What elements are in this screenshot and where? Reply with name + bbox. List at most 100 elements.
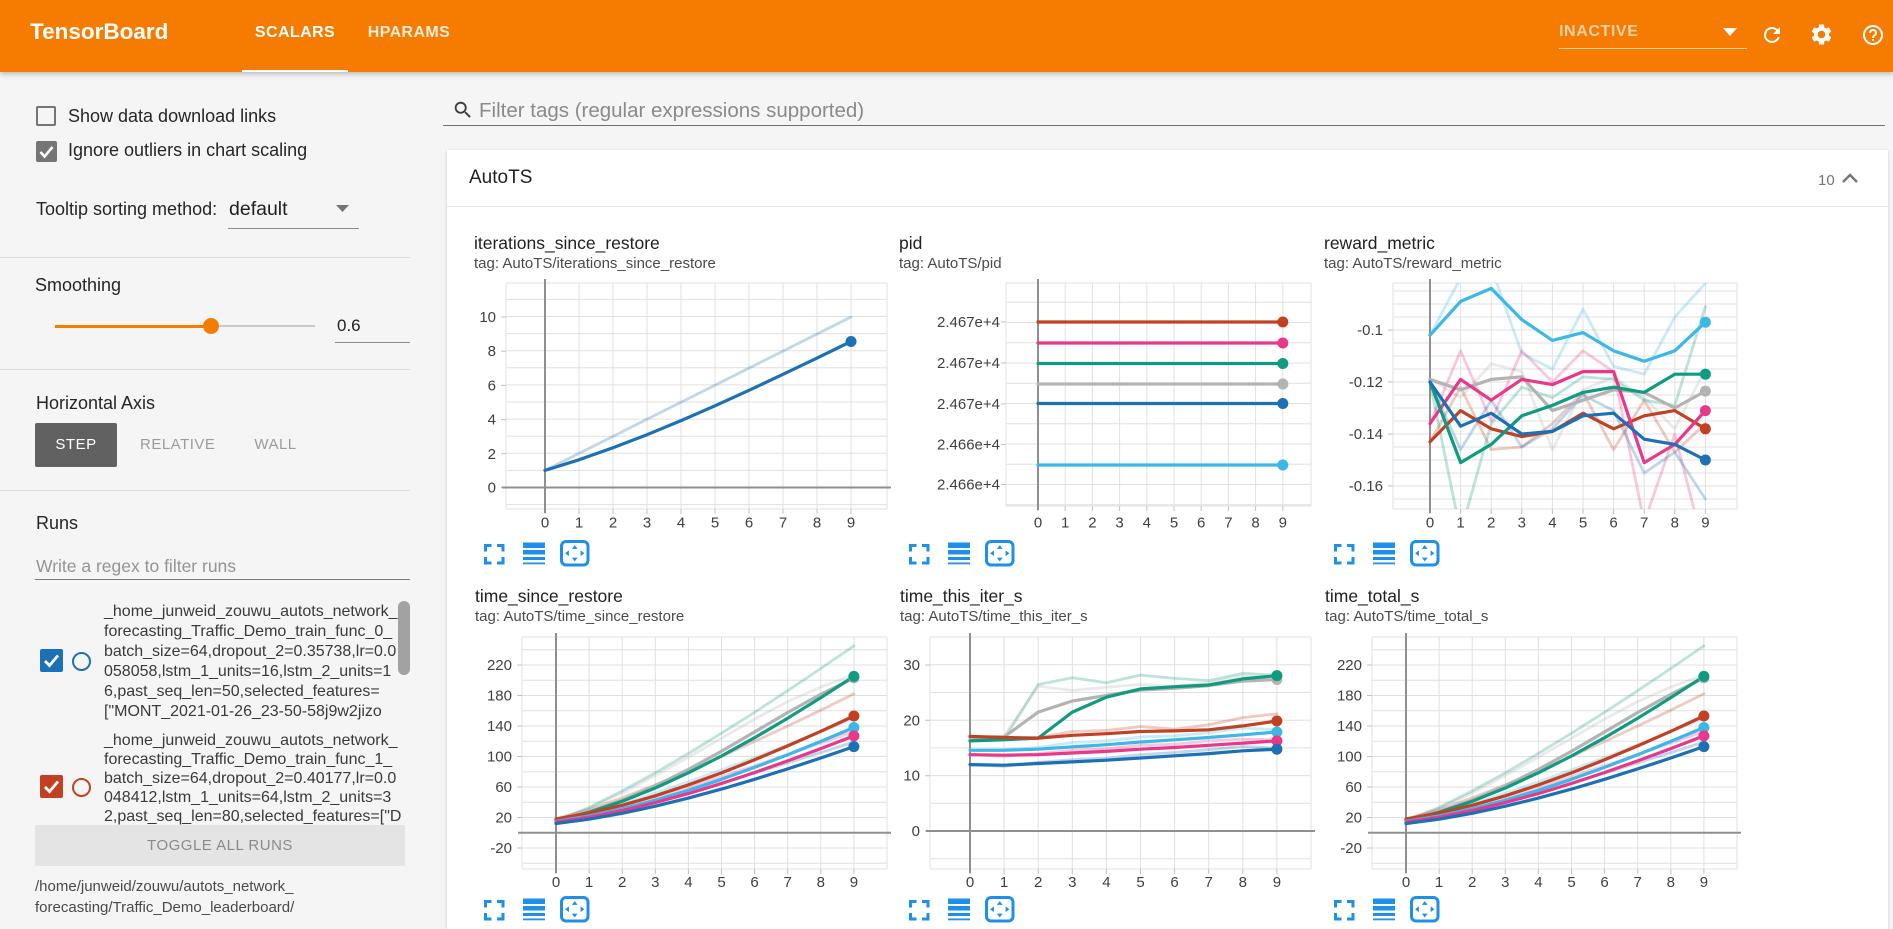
svg-text:iterations_since_restore: iterations_since_restore bbox=[474, 233, 660, 254]
svg-text:3: 3 bbox=[651, 874, 659, 891]
svg-text:5: 5 bbox=[1170, 515, 1178, 532]
svg-text:5: 5 bbox=[711, 515, 719, 532]
svg-text:tag: AutoTS/time_since_restore: tag: AutoTS/time_since_restore bbox=[475, 608, 684, 625]
svg-text:3: 3 bbox=[1068, 874, 1076, 891]
svg-text:0: 0 bbox=[966, 874, 974, 891]
svg-text:9: 9 bbox=[1279, 515, 1287, 532]
svg-text:5: 5 bbox=[717, 874, 725, 891]
svg-text:10: 10 bbox=[479, 309, 496, 326]
svg-text:reward_metric: reward_metric bbox=[1324, 233, 1435, 254]
svg-text:2: 2 bbox=[618, 874, 626, 891]
svg-text:9: 9 bbox=[850, 874, 858, 891]
svg-text:2.466e+4: 2.466e+4 bbox=[937, 437, 1000, 454]
svg-text:2: 2 bbox=[1468, 874, 1476, 891]
svg-text:30: 30 bbox=[903, 657, 920, 674]
svg-text:-0.16: -0.16 bbox=[1349, 478, 1383, 495]
svg-text:1: 1 bbox=[585, 874, 593, 891]
svg-text:4: 4 bbox=[1548, 515, 1556, 532]
svg-text:220: 220 bbox=[1337, 657, 1362, 674]
svg-text:-20: -20 bbox=[1340, 840, 1362, 857]
svg-text:100: 100 bbox=[487, 749, 512, 766]
svg-text:140: 140 bbox=[1337, 718, 1362, 735]
svg-text:100: 100 bbox=[1337, 749, 1362, 766]
svg-text:1: 1 bbox=[1061, 515, 1069, 532]
svg-text:2.467e+4: 2.467e+4 bbox=[937, 396, 1000, 413]
svg-text:2: 2 bbox=[609, 515, 617, 532]
svg-text:6: 6 bbox=[750, 874, 758, 891]
svg-text:2: 2 bbox=[1034, 874, 1042, 891]
svg-text:6: 6 bbox=[745, 515, 753, 532]
svg-text:2.467e+4: 2.467e+4 bbox=[937, 314, 1000, 331]
svg-text:8: 8 bbox=[1239, 874, 1247, 891]
svg-text:6: 6 bbox=[1197, 515, 1205, 532]
svg-text:8: 8 bbox=[1667, 874, 1675, 891]
svg-text:7: 7 bbox=[784, 874, 792, 891]
svg-text:6: 6 bbox=[1609, 515, 1617, 532]
svg-text:60: 60 bbox=[495, 779, 512, 796]
svg-text:tag: AutoTS/iterations_since_r: tag: AutoTS/iterations_since_restore bbox=[474, 255, 716, 272]
svg-text:7: 7 bbox=[1634, 874, 1642, 891]
svg-text:5: 5 bbox=[1136, 874, 1144, 891]
svg-text:4: 4 bbox=[488, 412, 496, 429]
svg-text:0: 0 bbox=[552, 874, 560, 891]
svg-text:time_total_s: time_total_s bbox=[1325, 586, 1420, 607]
svg-text:0: 0 bbox=[1426, 515, 1434, 532]
svg-text:3: 3 bbox=[643, 515, 651, 532]
svg-text:-0.14: -0.14 bbox=[1349, 426, 1383, 443]
svg-text:0: 0 bbox=[1034, 515, 1042, 532]
svg-text:180: 180 bbox=[1337, 688, 1362, 705]
svg-text:7: 7 bbox=[779, 515, 787, 532]
svg-text:9: 9 bbox=[1701, 515, 1709, 532]
svg-text:tag: AutoTS/time_total_s: tag: AutoTS/time_total_s bbox=[1325, 608, 1488, 625]
svg-text:4: 4 bbox=[1534, 874, 1542, 891]
svg-text:6: 6 bbox=[1170, 874, 1178, 891]
svg-text:220: 220 bbox=[487, 657, 512, 674]
svg-text:3: 3 bbox=[1115, 515, 1123, 532]
svg-text:9: 9 bbox=[847, 515, 855, 532]
svg-text:6: 6 bbox=[1600, 874, 1608, 891]
svg-text:0: 0 bbox=[488, 480, 496, 497]
svg-text:2: 2 bbox=[488, 446, 496, 463]
svg-text:5: 5 bbox=[1567, 874, 1575, 891]
svg-text:8: 8 bbox=[817, 874, 825, 891]
svg-text:1: 1 bbox=[575, 515, 583, 532]
svg-text:180: 180 bbox=[487, 688, 512, 705]
svg-text:4: 4 bbox=[1102, 874, 1110, 891]
svg-text:time_since_restore: time_since_restore bbox=[475, 586, 623, 607]
svg-text:60: 60 bbox=[1345, 779, 1362, 796]
svg-text:7: 7 bbox=[1205, 874, 1213, 891]
svg-text:4: 4 bbox=[677, 515, 685, 532]
svg-text:4: 4 bbox=[684, 874, 692, 891]
svg-text:3: 3 bbox=[1518, 515, 1526, 532]
svg-text:2: 2 bbox=[1088, 515, 1096, 532]
svg-text:tag: AutoTS/time_this_iter_s: tag: AutoTS/time_this_iter_s bbox=[900, 608, 1088, 625]
svg-text:time_this_iter_s: time_this_iter_s bbox=[900, 586, 1023, 607]
svg-text:0: 0 bbox=[912, 823, 920, 840]
svg-text:20: 20 bbox=[903, 712, 920, 729]
svg-text:-0.1: -0.1 bbox=[1357, 322, 1383, 339]
svg-text:8: 8 bbox=[488, 343, 496, 360]
svg-text:1: 1 bbox=[1000, 874, 1008, 891]
svg-text:-20: -20 bbox=[490, 840, 512, 857]
svg-text:5: 5 bbox=[1579, 515, 1587, 532]
svg-text:20: 20 bbox=[495, 810, 512, 827]
svg-text:-0.12: -0.12 bbox=[1349, 374, 1383, 391]
svg-text:2.467e+4: 2.467e+4 bbox=[937, 355, 1000, 372]
svg-text:140: 140 bbox=[487, 718, 512, 735]
svg-text:0: 0 bbox=[1402, 874, 1410, 891]
svg-text:4: 4 bbox=[1143, 515, 1151, 532]
svg-text:2.466e+4: 2.466e+4 bbox=[937, 477, 1000, 494]
svg-text:7: 7 bbox=[1224, 515, 1232, 532]
svg-text:20: 20 bbox=[1345, 810, 1362, 827]
svg-text:6: 6 bbox=[488, 377, 496, 394]
svg-text:8: 8 bbox=[813, 515, 821, 532]
svg-text:1: 1 bbox=[1435, 874, 1443, 891]
svg-text:tag: AutoTS/pid: tag: AutoTS/pid bbox=[899, 255, 1002, 272]
svg-text:9: 9 bbox=[1700, 874, 1708, 891]
svg-text:2: 2 bbox=[1487, 515, 1495, 532]
svg-text:7: 7 bbox=[1640, 515, 1648, 532]
svg-text:9: 9 bbox=[1273, 874, 1281, 891]
svg-text:tag: AutoTS/reward_metric: tag: AutoTS/reward_metric bbox=[1324, 255, 1502, 272]
svg-text:8: 8 bbox=[1671, 515, 1679, 532]
svg-text:pid: pid bbox=[899, 233, 922, 253]
